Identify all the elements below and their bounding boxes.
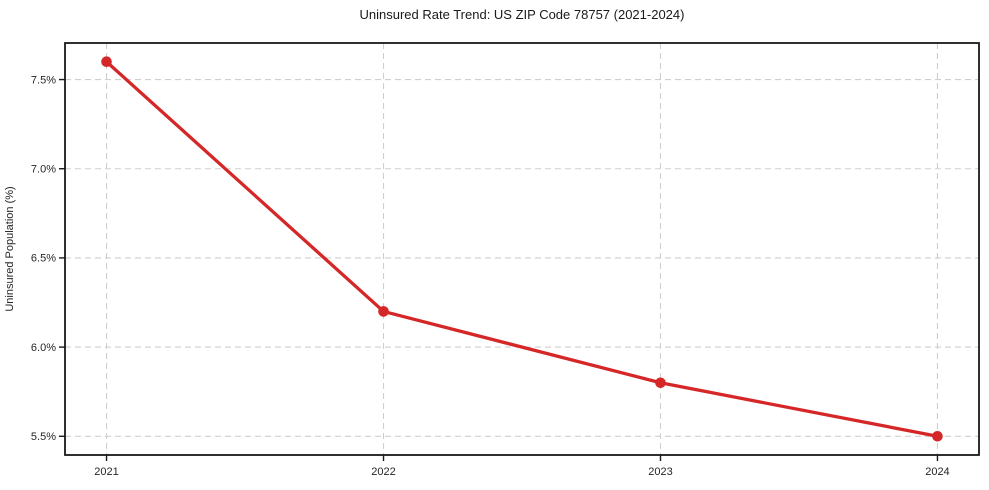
y-tick-label: 5.5%: [31, 431, 56, 443]
x-tick-label: 2023: [648, 466, 672, 478]
x-tick-label: 2022: [371, 466, 395, 478]
data-point-marker: [655, 377, 666, 389]
data-point-marker: [101, 56, 112, 68]
data-point-marker: [932, 430, 943, 442]
data-point-marker: [378, 306, 389, 317]
grid-layer: [65, 43, 979, 455]
trend-line: [104, 60, 940, 438]
y-tick-label: 6.5%: [31, 253, 56, 265]
x-tick-label: 2021: [94, 466, 118, 478]
tick-label-layer: 2021 2022 2023 2024 5.5% 6.0% 6.5% 7.0% 7.5%: [31, 74, 950, 478]
chart-title: Uninsured Rate Trend: US ZIP Code 78757 …: [359, 7, 685, 22]
x-tick-label: 2024: [925, 466, 949, 478]
y-tick-label: 7.0%: [31, 164, 56, 176]
y-axis-title: Uninsured Population (%): [4, 186, 16, 311]
trend-line-series: [101, 56, 943, 442]
plot-border: [64, 42, 980, 456]
y-tick-label: 7.5%: [31, 74, 56, 86]
y-tick-label: 6.0%: [31, 342, 56, 354]
axis-layer: [59, 42, 980, 461]
